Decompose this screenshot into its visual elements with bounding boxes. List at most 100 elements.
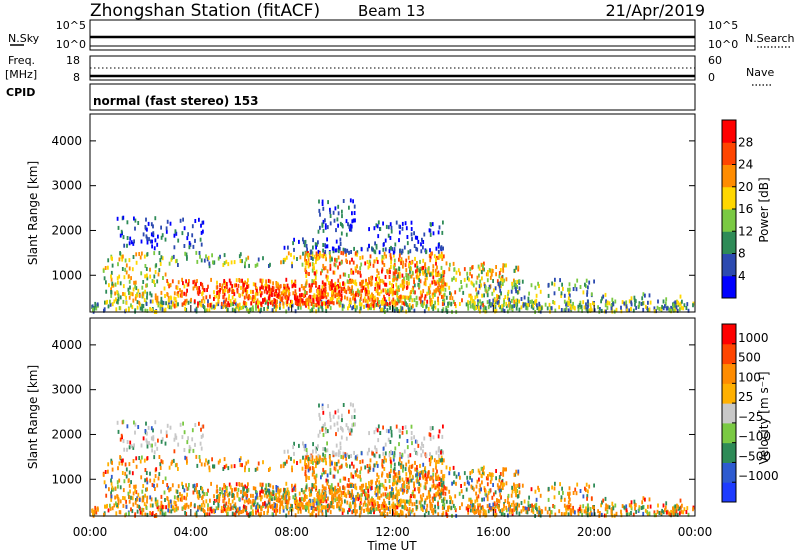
power-cell [135,286,138,291]
velocity-cell [511,485,513,490]
power-cell [438,272,441,277]
power-cell [389,305,391,310]
power-cell [304,254,306,259]
velocity-cell [413,481,415,486]
velocity-cell [332,487,334,492]
velocity-cell [122,439,125,444]
velocity-cell [406,439,409,443]
velocity-cell [329,470,332,475]
velocity-cell [332,414,335,419]
power-cell [111,281,114,286]
power-cell [390,260,392,265]
power-cell [527,296,530,301]
velocity-cell [275,488,278,493]
power-cell [345,258,348,263]
power-cell [335,248,338,253]
velocity-cell [245,505,248,510]
power-cell [389,270,391,275]
power-cell [130,303,132,308]
velocity-cell [352,495,354,500]
power-cell [273,292,276,297]
power-cell [527,303,530,308]
velocity-cell [203,503,206,508]
power-cell [183,226,186,231]
velocity-cell [286,503,289,508]
power-cell [478,284,481,289]
velocity-cell [365,507,368,512]
power-cell [535,298,538,303]
velocity-cell [377,424,380,429]
power-cell [417,282,420,287]
velocity-cell [320,475,322,480]
velocity-cell [226,507,228,512]
power-cell [240,306,243,310]
velocity-cell [383,501,386,506]
velocity-cell [340,497,343,502]
power-cell [299,305,302,310]
velocity-cell [492,502,495,507]
power-cell [417,239,420,244]
velocity-cell [276,497,279,502]
velocity-cell [251,501,254,506]
velocity-cell [546,510,549,515]
power-cell [403,245,406,250]
power-cell [166,279,169,283]
power-cell [429,290,431,295]
velocity-cell [215,489,218,494]
velocity-cell [585,506,587,511]
velocity-cell [511,489,514,494]
velocity-cell [572,509,575,514]
power-cell [311,262,314,267]
power-cell [188,279,190,283]
power-cell [664,304,666,309]
power-cell [348,280,350,285]
power-cell [425,272,428,277]
power-cell [304,239,307,244]
power-cell [275,281,278,285]
velocity-cell [534,489,537,494]
power-cell [244,280,246,285]
velocity-cell [328,487,331,492]
velocity-cell [673,507,676,512]
velocity-cell [149,471,151,476]
power-cell [336,286,338,291]
velocity-cell [430,456,432,461]
velocity-cell [345,456,347,461]
velocity-cell [494,509,497,513]
power-cell [513,303,516,308]
power-cell [114,282,117,287]
power-cell [323,282,325,287]
power-cell [340,298,343,303]
power-cell [376,291,379,296]
power-cell [347,285,350,290]
power-cell [672,308,675,313]
power-cell [372,294,374,298]
power-cell [286,283,289,288]
velocity-cell [203,492,205,497]
power-cell [249,295,252,300]
power-cell [291,300,293,305]
velocity-cell [389,509,391,514]
power-cell [442,246,444,251]
velocity-cell [154,500,157,505]
velocity-cell [483,497,485,502]
velocity-cell [150,436,153,441]
power-cell [419,259,421,264]
power-cell [359,299,361,304]
velocity-cell [536,510,539,515]
velocity-cell [321,403,324,408]
velocity-cell [324,493,326,498]
power-cell [291,264,293,269]
power-cell [267,278,270,283]
power-cell [228,303,230,308]
power-cell [157,234,159,239]
power-cell [438,225,441,230]
power-cell [223,303,226,308]
power-cell [563,308,566,313]
velocity-cell [590,496,593,501]
velocity-cell [140,475,143,480]
velocity-cell [649,504,652,509]
power-cell [403,280,406,285]
velocity-cell [420,498,423,503]
velocity-cell [342,403,345,407]
